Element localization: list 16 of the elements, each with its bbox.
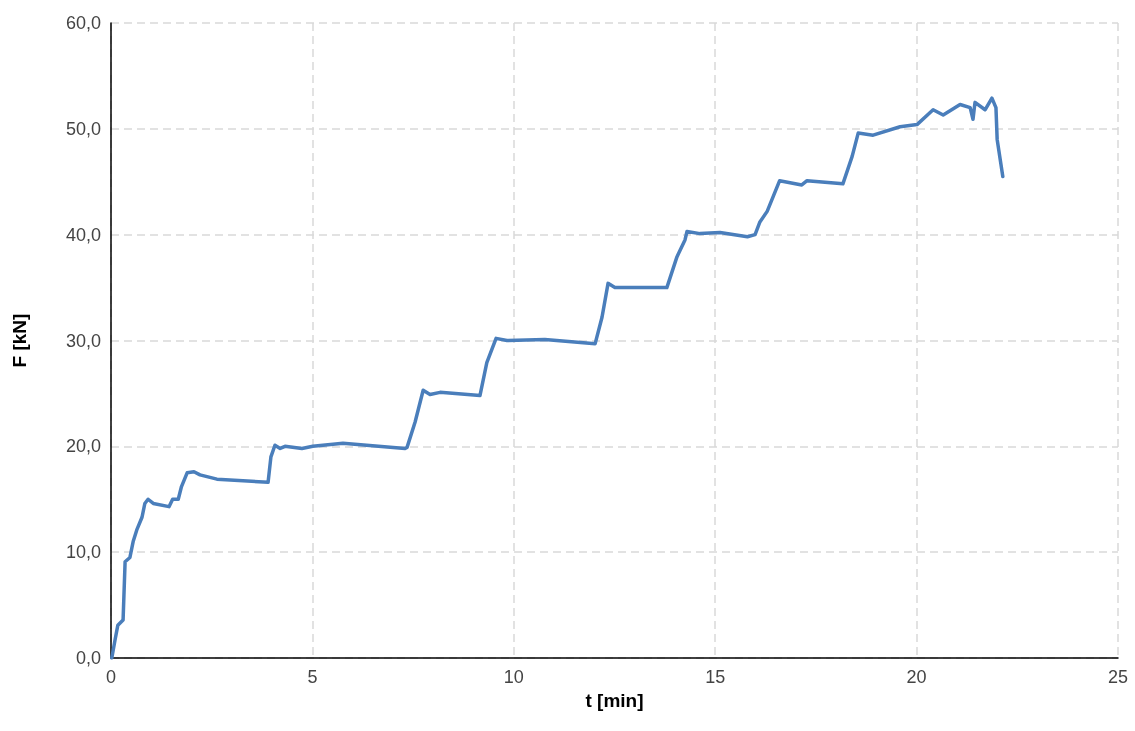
y-tick-label: 60,0: [65, 13, 101, 33]
y-tick-label: 20,0: [65, 436, 101, 457]
x-tick-label: 15: [705, 667, 726, 687]
x-tick-label: 0: [105, 667, 117, 687]
y-tick-label: 50,0: [65, 118, 101, 139]
y-tick-label: 30,0: [65, 330, 101, 351]
y-axis-title: F [kN]: [9, 313, 30, 368]
x-tick-label: 5: [307, 667, 318, 687]
x-tick-label: 25: [1107, 667, 1129, 687]
y-tick-label: 0,0: [75, 648, 101, 668]
x-tick-label: 20: [906, 667, 927, 687]
x-tick-label: 10: [503, 667, 524, 687]
y-tick-label: 40,0: [65, 224, 101, 245]
y-tick-label: 10,0: [65, 542, 101, 563]
line-series: [110, 96, 1005, 660]
x-axis-title: t [min]: [585, 690, 644, 711]
